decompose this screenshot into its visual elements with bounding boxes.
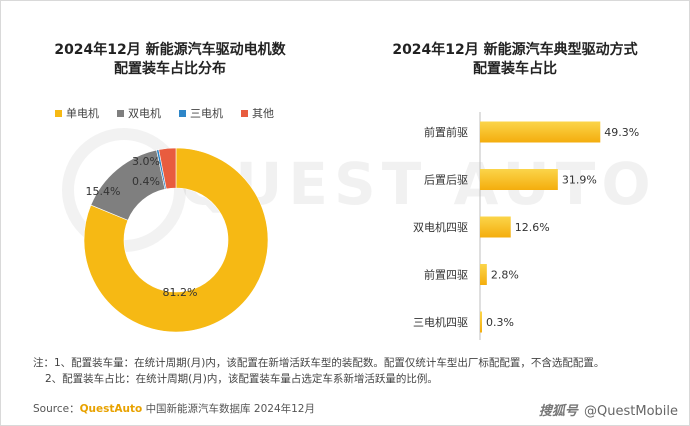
bar: [480, 311, 482, 333]
bar-category-label: 前置前驱: [424, 125, 468, 139]
footnote-1: 注：1、配置装车量：在统计周期(月)内，该配置在新增活跃车型的装配数。配置仅统计…: [33, 357, 605, 369]
credit-platform: 搜狐号: [538, 404, 578, 419]
bar: [480, 121, 601, 143]
bar-data-label: 31.9%: [562, 174, 597, 187]
legend-item: 单电机: [55, 105, 99, 121]
donut-data-label: 81.2%: [163, 286, 198, 299]
donut-data-label: 3.0%: [132, 155, 160, 168]
bar-data-label: 12.6%: [515, 221, 550, 234]
bar-chart-title: 2024年12月 新能源汽车典型驱动方式 配置装车占比: [355, 41, 675, 79]
legend-swatch: [117, 109, 124, 117]
legend-item: 其他: [241, 105, 274, 121]
donut-legend: 单电机 双电机 三电机 其他: [55, 105, 274, 121]
bar-title-line1: 2024年12月 新能源汽车典型驱动方式: [392, 42, 638, 58]
legend-label: 单电机: [66, 107, 99, 120]
donut-chart-title: 2024年12月 新能源汽车驱动电机数 配置装车占比分布: [20, 41, 320, 79]
bar-category-label: 双电机四驱: [413, 220, 468, 234]
bar-category-label: 三电机四驱: [413, 315, 468, 329]
donut-slice: [83, 147, 269, 333]
legend-swatch: [179, 109, 186, 117]
donut-data-label: 15.4%: [86, 185, 121, 198]
legend-swatch: [241, 109, 248, 117]
donut-title-line2: 配置装车占比分布: [114, 61, 226, 77]
bar-category-label: 前置四驱: [424, 268, 468, 282]
bar-data-label: 0.3%: [486, 316, 514, 329]
donut-slice: [158, 147, 177, 190]
source-label: Source：: [33, 403, 80, 415]
footnotes: 注：1、配置装车量：在统计周期(月)内，该配置在新增活跃车型的装配数。配置仅统计…: [33, 355, 604, 387]
bar: [480, 264, 487, 285]
bar: [480, 169, 558, 190]
source-brand: QuestAuto: [79, 403, 143, 415]
donut-title-line1: 2024年12月 新能源汽车驱动电机数: [54, 42, 286, 58]
bar-title-line2: 配置装车占比: [473, 61, 557, 77]
legend-swatch: [55, 109, 62, 117]
legend-item: 三电机: [179, 105, 223, 121]
legend-item: 双电机: [117, 105, 161, 121]
bar: [480, 216, 511, 238]
donut-data-label: 0.4%: [132, 175, 160, 188]
credit: 搜狐号 @QuestMobile: [539, 400, 678, 419]
bar-category-label: 后置后驱: [424, 174, 468, 187]
legend-label: 双电机: [128, 107, 161, 120]
bar-data-label: 2.8%: [491, 269, 519, 282]
legend-label: 其他: [252, 107, 274, 120]
legend-label: 三电机: [190, 107, 223, 120]
source-text: 中国新能源汽车数据库 2024年12月: [145, 403, 315, 415]
footnote-2: 2、配置装车占比：在统计周期(月)内，该配置装车量占选定车系新增活跃量的比例。: [45, 373, 438, 385]
credit-handle: @QuestMobile: [584, 404, 678, 419]
bar-data-label: 49.3%: [604, 126, 639, 139]
source-line: Source：QuestAuto 中国新能源汽车数据库 2024年12月: [33, 401, 315, 416]
